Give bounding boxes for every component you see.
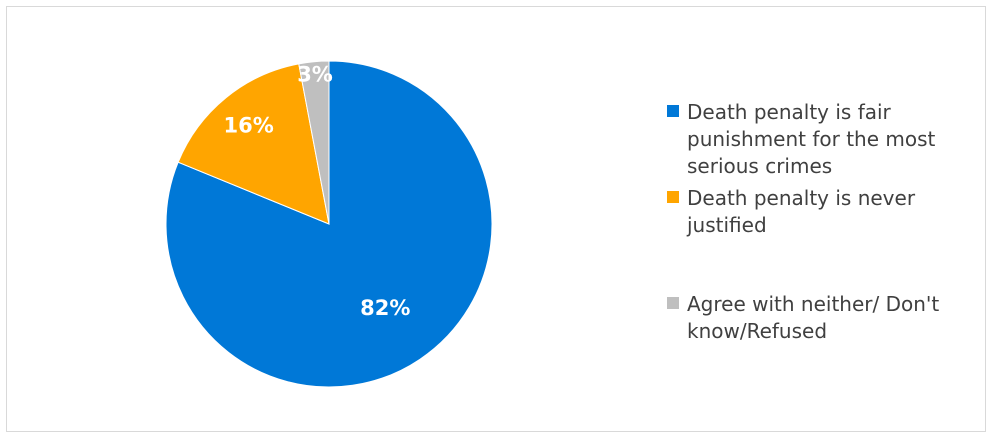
data-label-neither: 3% — [297, 63, 333, 87]
legend-label-never-justified: Death penalty is never justified — [687, 186, 916, 237]
data-label-never-justified: 16% — [223, 113, 273, 137]
legend-label-fair-punishment: Death penalty is fair punishment for the… — [687, 100, 936, 178]
legend-swatch-never-justified — [667, 191, 679, 203]
legend-label-neither: Agree with neither/ Don't know/Refused — [687, 292, 940, 343]
pie-chart: 82% 16% 3% — [165, 60, 493, 388]
chart-frame: 82% 16% 3% Death penalty is fair punishmen… — [6, 6, 986, 432]
data-label-fair-punishment: 82% — [360, 296, 410, 320]
legend-swatch-fair-punishment — [667, 105, 679, 117]
pie-slice-never-justified — [177, 63, 330, 225]
legend-swatch-neither — [667, 297, 679, 309]
pie-slice-neither — [298, 60, 330, 225]
pie-slice-fair-punishment — [165, 60, 493, 388]
